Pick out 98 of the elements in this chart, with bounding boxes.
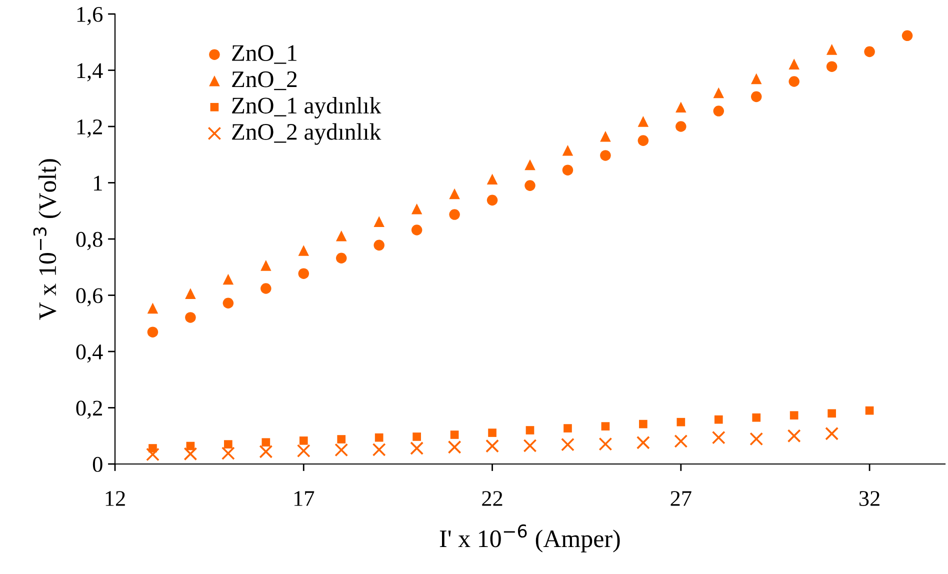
point: [564, 424, 572, 432]
point: [713, 106, 724, 116]
point: [224, 440, 232, 448]
y-tick-label: 0: [92, 456, 102, 472]
point: [750, 73, 762, 84]
point: [337, 435, 346, 444]
point: [374, 433, 384, 442]
x-tick-label: 32: [859, 491, 880, 506]
point: [676, 121, 686, 132]
point: [260, 283, 272, 294]
point: [298, 245, 310, 256]
point: [185, 288, 196, 299]
point: [826, 61, 838, 72]
x-tick-label: 22: [482, 491, 502, 506]
point: [146, 448, 160, 462]
point: [750, 432, 764, 446]
legend-label: ZnO_1 aydınlık: [232, 96, 382, 118]
point: [486, 174, 498, 184]
point: [788, 76, 800, 87]
legend-label: ZnO_1: [232, 45, 296, 64]
point: [450, 430, 459, 439]
point: [524, 180, 536, 191]
x-tick-label: 27: [670, 491, 692, 506]
point: [598, 437, 612, 451]
point: [523, 439, 537, 452]
point: [185, 312, 196, 323]
point: [411, 224, 422, 236]
point: [299, 436, 308, 445]
point: [526, 426, 534, 434]
y-tick-label: 0,2: [76, 400, 102, 419]
point: [790, 411, 798, 420]
point: [186, 442, 195, 450]
point: [336, 252, 347, 264]
point: [636, 436, 650, 450]
point: [638, 116, 649, 127]
point: [788, 58, 800, 70]
point: [372, 442, 386, 456]
x-tick-label: 17: [294, 491, 314, 506]
point: [676, 102, 686, 112]
point: [828, 409, 836, 418]
point: [750, 91, 762, 102]
point: [714, 415, 723, 424]
point: [865, 406, 874, 415]
point: [638, 135, 649, 146]
point: [712, 430, 726, 444]
point: [488, 428, 496, 437]
point: [147, 302, 158, 314]
point: [562, 145, 574, 156]
point: [825, 426, 839, 440]
point: [184, 447, 198, 461]
y-tick-label: 1: [94, 176, 102, 190]
y-tick-label: 0,4: [76, 344, 103, 363]
point: [524, 159, 536, 170]
point: [561, 438, 574, 452]
legend-label: ZnO_2 aydınlık: [232, 123, 382, 145]
point: [864, 46, 875, 58]
x-tick-label: 12: [106, 491, 125, 506]
y-tick-label: 0,8: [76, 232, 102, 250]
point: [412, 432, 421, 441]
point: [752, 413, 761, 422]
point: [449, 209, 460, 220]
point: [298, 268, 310, 279]
y-tick-label: 1,4: [77, 63, 103, 82]
point: [600, 150, 611, 161]
point: [221, 446, 235, 460]
point: [448, 440, 462, 454]
point: [486, 439, 499, 453]
point: [296, 444, 310, 458]
point: [336, 230, 347, 242]
point: [449, 188, 460, 200]
point: [787, 429, 801, 443]
point: [222, 274, 234, 285]
point: [262, 438, 270, 447]
point: [902, 30, 913, 42]
legend-label: ZnO_2: [232, 71, 297, 90]
y-tick-label: 0,6: [76, 288, 103, 306]
point: [676, 418, 686, 426]
point: [147, 326, 158, 338]
point: [374, 240, 384, 251]
point: [410, 442, 424, 455]
y-tick-label: 1,2: [77, 119, 102, 138]
point: [562, 164, 574, 176]
point: [259, 444, 273, 458]
x-axis-title: I' x 10$^{−6}$ (Amper): [440, 524, 620, 552]
point: [334, 443, 348, 457]
point: [600, 130, 611, 142]
y-tick-label: 1,6: [77, 6, 103, 26]
point: [639, 420, 648, 428]
point: [601, 422, 610, 430]
point: [222, 298, 234, 309]
point: [374, 216, 384, 227]
point: [486, 194, 498, 206]
point: [411, 204, 422, 214]
point: [713, 87, 724, 98]
point: [260, 260, 272, 271]
point: [826, 44, 838, 55]
y-axis-title: V x 10$^{−3}$ (Volt): [33, 159, 62, 320]
point: [674, 434, 688, 448]
